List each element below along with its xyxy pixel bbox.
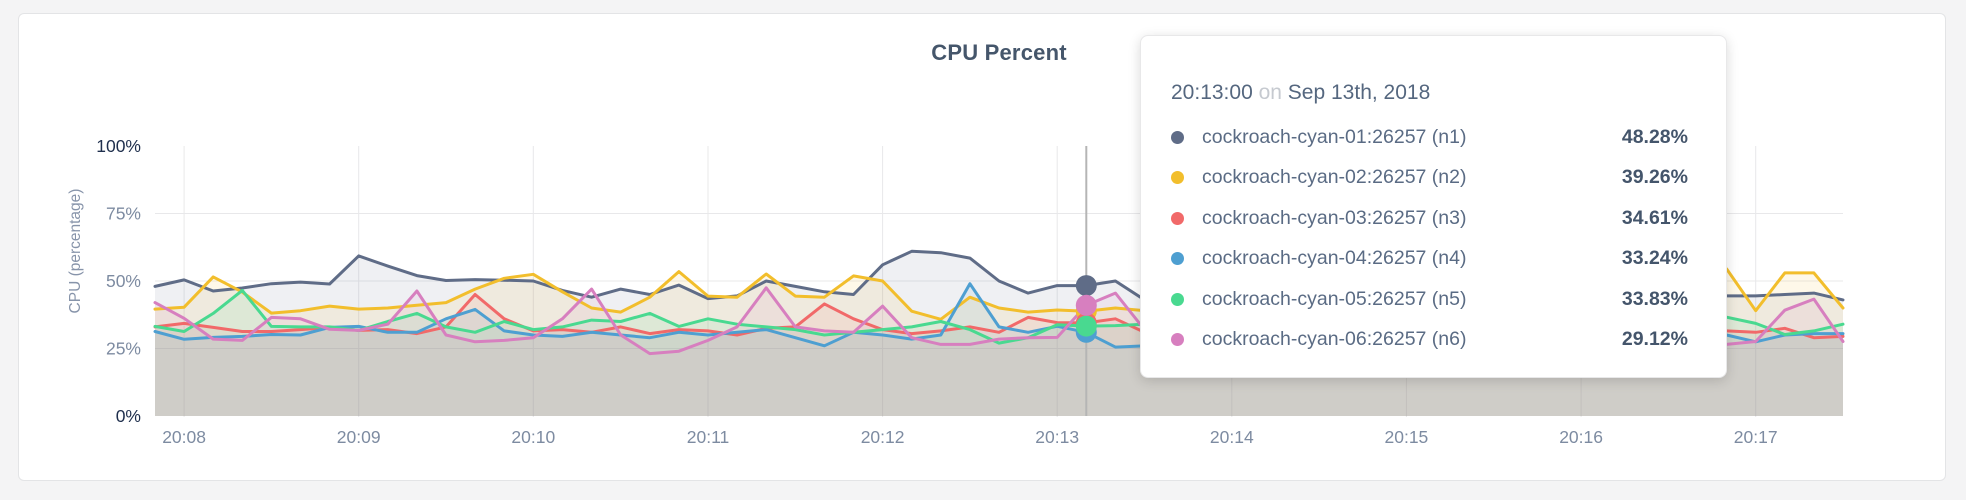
x-tick-label: 20:13 xyxy=(1035,427,1079,447)
x-tick-label: 20:12 xyxy=(861,427,905,447)
tooltip-series-row: cockroach-cyan-06:26257 (n6) 29.12% xyxy=(1171,320,1688,361)
tooltip-series-row: cockroach-cyan-02:26257 (n2) 39.26% xyxy=(1171,158,1688,199)
series-area xyxy=(155,287,1843,416)
tooltip-series-row: cockroach-cyan-05:26257 (n5) 33.83% xyxy=(1171,279,1688,320)
x-tick-label: 20:08 xyxy=(162,427,206,447)
series-name: cockroach-cyan-03:26257 (n3) xyxy=(1202,206,1467,229)
series-value: 39.26% xyxy=(1621,166,1688,189)
series-color-dot-icon xyxy=(1171,333,1184,347)
series-area xyxy=(155,294,1843,416)
tooltip-series-row: cockroach-cyan-03:26257 (n3) 34.61% xyxy=(1171,198,1688,239)
tooltip-series-row: cockroach-cyan-04:26257 (n4) 33.24% xyxy=(1171,239,1688,280)
x-tick-label: 20:16 xyxy=(1559,427,1603,447)
hover-tooltip: 20:13:00 on Sep 13th, 2018 cockroach-cya… xyxy=(1140,35,1727,378)
series-color-dot-icon xyxy=(1171,171,1184,185)
tooltip-time: 20:13:00 xyxy=(1171,81,1253,104)
y-tick-label: 75% xyxy=(106,204,141,224)
series-name: cockroach-cyan-01:26257 (n1) xyxy=(1202,125,1467,148)
tooltip-rows: cockroach-cyan-01:26257 (n1) 48.28% cockro… xyxy=(1171,117,1688,360)
hover-dot xyxy=(1075,315,1097,337)
tooltip-title: 20:13:00 on Sep 13th, 2018 xyxy=(1171,78,1688,108)
hover-dots xyxy=(1075,275,1097,343)
tooltip-series-row: cockroach-cyan-01:26257 (n1) 48.28% xyxy=(1171,117,1688,158)
x-axis-labels: 20:08 20:09 20:10 20:11 20:12 20:13 20:14 20:15… xyxy=(162,427,1777,447)
x-tick-label: 20:10 xyxy=(511,427,555,447)
series-value: 34.61% xyxy=(1621,206,1688,229)
tooltip-on: on xyxy=(1258,81,1282,104)
y-tick-label: 100% xyxy=(96,136,141,156)
series-name: cockroach-cyan-05:26257 (n5) xyxy=(1202,287,1467,310)
chart-title: CPU Percent xyxy=(931,40,1067,65)
y-tick-label: 0% xyxy=(116,406,141,426)
x-tick-label: 20:09 xyxy=(337,427,381,447)
x-tick-label: 20:15 xyxy=(1385,427,1429,447)
series-color-dot-icon xyxy=(1171,211,1184,225)
x-tick-label: 20:14 xyxy=(1210,427,1254,447)
series-area xyxy=(155,283,1843,416)
y-axis-labels: 0% 25% 50% 75% 100% xyxy=(96,136,141,426)
series-color-dot-icon xyxy=(1171,252,1184,266)
series-value: 33.83% xyxy=(1621,287,1688,310)
series-name: cockroach-cyan-02:26257 (n2) xyxy=(1202,166,1467,189)
series-value: 29.12% xyxy=(1621,328,1688,351)
y-tick-label: 50% xyxy=(106,271,141,291)
x-tick-label: 20:11 xyxy=(687,427,730,447)
hover-dot xyxy=(1075,294,1097,316)
series-name: cockroach-cyan-06:26257 (n6) xyxy=(1202,328,1467,351)
y-tick-label: 25% xyxy=(106,339,141,359)
x-tick-label: 20:17 xyxy=(1734,427,1778,447)
series-value: 33.24% xyxy=(1621,247,1688,270)
series-value: 48.28% xyxy=(1621,125,1688,148)
series-color-dot-icon xyxy=(1171,130,1184,144)
tooltip-date: Sep 13th, 2018 xyxy=(1287,81,1431,104)
series-color-dot-icon xyxy=(1171,292,1184,306)
series-area xyxy=(155,290,1843,416)
hover-dot xyxy=(1075,275,1097,297)
series-name: cockroach-cyan-04:26257 (n4) xyxy=(1202,247,1467,270)
